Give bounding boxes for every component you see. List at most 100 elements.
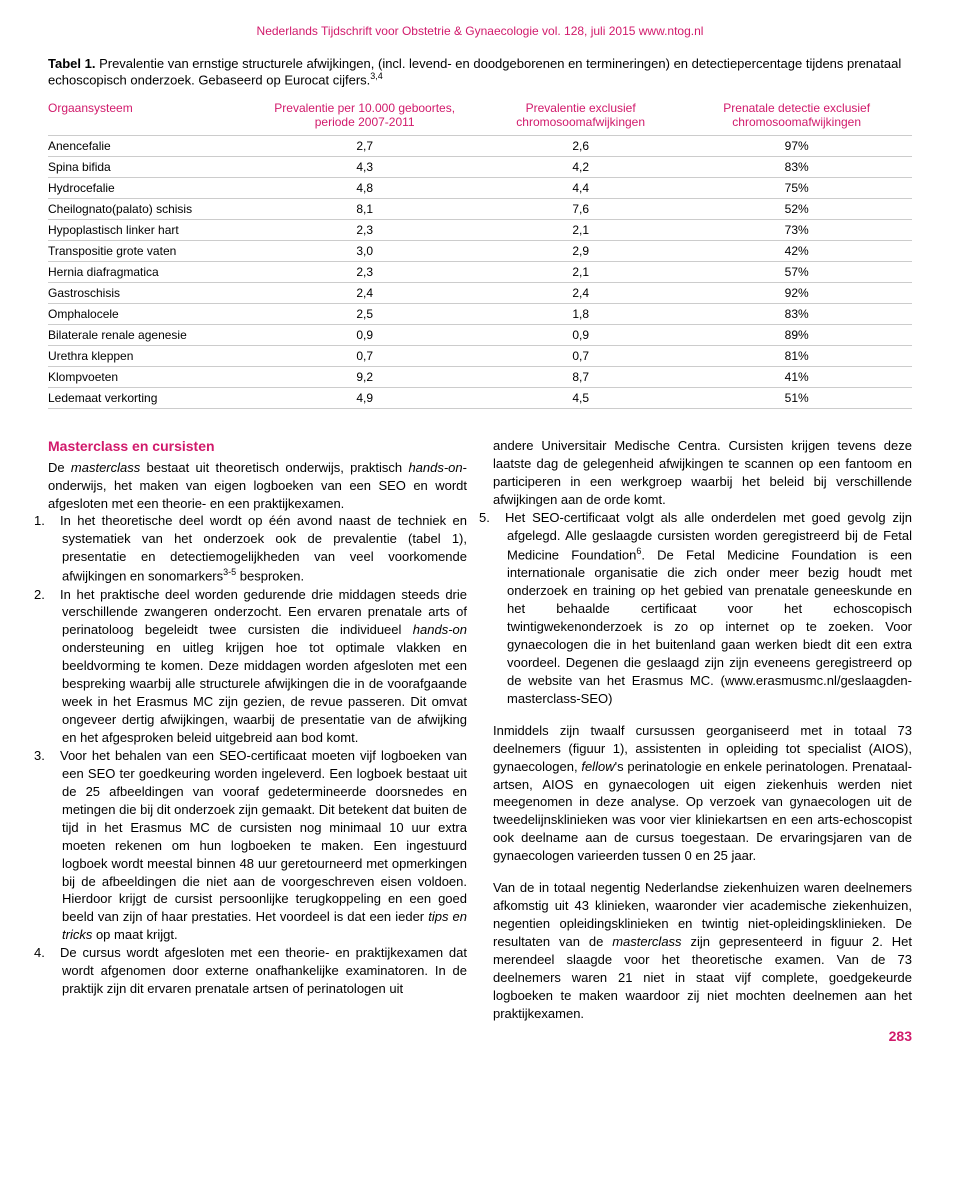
cell-organ: Cheilognato(palato) schisis [48,199,255,220]
table-row: Hernia diafragmatica2,32,157% [48,262,912,283]
cell-prev-excl: 2,1 [480,220,687,241]
cell-prev-excl: 0,7 [480,346,687,367]
text: besproken. [236,569,304,584]
text: ondersteuning en uitleg krijgen hoe tot … [62,640,467,745]
cell-prev: 2,3 [255,220,480,241]
intro-paragraph: De masterclass bestaat uit theoretisch o… [48,459,467,513]
cell-detect: 89% [687,325,912,346]
col-header-detect: Prenatale detectie exclusief chromosooma… [687,97,912,136]
table-row: Anencefalie2,72,697% [48,136,912,157]
text-italic: masterclass [71,460,140,475]
text: bestaat uit theoretisch onderwijs, prakt… [140,460,408,475]
cell-organ: Hernia diafragmatica [48,262,255,283]
list-item: 5.Het SEO-certificaat volgt als alle ond… [493,509,912,708]
text-italic: masterclass [612,934,681,949]
text: In het praktische deel worden gedurende … [60,587,467,638]
cell-detect: 92% [687,283,912,304]
cell-prev-excl: 2,6 [480,136,687,157]
section-heading: Masterclass en cursisten [48,437,467,456]
right-column: andere Universitair Medische Centra. Cur… [493,437,912,1046]
cell-prev: 2,5 [255,304,480,325]
cell-prev-excl: 8,7 [480,367,687,388]
table-row: Hypoplastisch linker hart2,32,173% [48,220,912,241]
cell-prev: 2,4 [255,283,480,304]
table-row: Gastroschisis2,42,492% [48,283,912,304]
cell-detect: 42% [687,241,912,262]
text: De [48,460,71,475]
cell-detect: 52% [687,199,912,220]
cell-prev-excl: 4,4 [480,178,687,199]
cell-detect: 41% [687,367,912,388]
cell-organ: Hydrocefalie [48,178,255,199]
cell-prev-excl: 2,1 [480,262,687,283]
cell-organ: Omphalocele [48,304,255,325]
cell-detect: 73% [687,220,912,241]
cell-detect: 57% [687,262,912,283]
cell-prev: 8,1 [255,199,480,220]
cell-prev: 0,9 [255,325,480,346]
cell-prev: 9,2 [255,367,480,388]
text: De cursus wordt afgesloten met een theor… [60,945,467,996]
cell-detect: 51% [687,388,912,409]
cell-organ: Ledemaat verkorting [48,388,255,409]
cell-organ: Urethra kleppen [48,346,255,367]
table-row: Klompvoeten9,28,741% [48,367,912,388]
cell-detect: 81% [687,346,912,367]
cell-organ: Spina bifida [48,157,255,178]
list-item: 4.De cursus wordt afgesloten met een the… [48,944,467,998]
table-row: Ledemaat verkorting4,94,551% [48,388,912,409]
cell-detect: 75% [687,178,912,199]
list-item: 1.In het theoretische deel wordt op één … [48,512,467,585]
cell-organ: Transpositie grote vaten [48,241,255,262]
cell-prev: 3,0 [255,241,480,262]
cell-organ: Anencefalie [48,136,255,157]
cell-prev-excl: 7,6 [480,199,687,220]
cell-organ: Gastroschisis [48,283,255,304]
text: op maat krijgt. [92,927,177,942]
cell-prev: 4,8 [255,178,480,199]
table-row: Cheilognato(palato) schisis8,17,652% [48,199,912,220]
caption-bold: Tabel 1. [48,56,95,71]
col-header-organ: Orgaansysteem [48,97,255,136]
list-item: 2.In het praktische deel worden gedurend… [48,586,467,747]
body-paragraph: Van de in totaal negentig Nederlandse zi… [493,879,912,1023]
text-italic: fellow [581,759,614,774]
continuation-paragraph: andere Universitair Medische Centra. Cur… [493,437,912,509]
cell-prev: 2,7 [255,136,480,157]
table-row: Bilaterale renale agenesie0,90,989% [48,325,912,346]
cell-detect: 97% [687,136,912,157]
text-italic: hands-on [408,460,462,475]
table-row: Omphalocele2,51,883% [48,304,912,325]
caption-sup: 3,4 [370,71,383,81]
running-header: Nederlands Tijdschrift voor Obstetrie & … [48,24,912,38]
cell-detect: 83% [687,157,912,178]
text: 's perinatologie en enkele perinatologen… [493,759,912,864]
cell-prev-excl: 2,9 [480,241,687,262]
table-row: Hydrocefalie4,84,475% [48,178,912,199]
cell-prev: 2,3 [255,262,480,283]
cell-prev-excl: 4,2 [480,157,687,178]
cell-prev-excl: 1,8 [480,304,687,325]
prevalence-table: Orgaansysteem Prevalentie per 10.000 geb… [48,97,912,409]
table-row: Transpositie grote vaten3,02,942% [48,241,912,262]
cell-organ: Klompvoeten [48,367,255,388]
cell-prev-excl: 2,4 [480,283,687,304]
col-header-prev-excl: Prevalentie exclusief chromosoomafwijkin… [480,97,687,136]
list-item: 3.Voor het behalen van een SEO-certifica… [48,747,467,944]
sup-ref: 3-5 [223,567,236,577]
text: Voor het behalen van een SEO-certificaat… [60,748,467,924]
cell-organ: Hypoplastisch linker hart [48,220,255,241]
cell-prev-excl: 4,5 [480,388,687,409]
col-header-prev: Prevalentie per 10.000 geboortes, period… [255,97,480,136]
cell-organ: Bilaterale renale agenesie [48,325,255,346]
cell-prev-excl: 0,9 [480,325,687,346]
body-paragraph: Inmiddels zijn twaalf cursussen georgani… [493,722,912,866]
page-number: 283 [493,1027,912,1046]
text: . De Fetal Medicine Foundation is een in… [507,547,912,706]
cell-prev: 4,9 [255,388,480,409]
text-italic: hands-on [413,622,467,637]
left-column: Masterclass en cursisten De masterclass … [48,437,467,1046]
cell-detect: 83% [687,304,912,325]
cell-prev: 0,7 [255,346,480,367]
caption-text: Prevalentie van ernstige structurele afw… [48,56,901,87]
